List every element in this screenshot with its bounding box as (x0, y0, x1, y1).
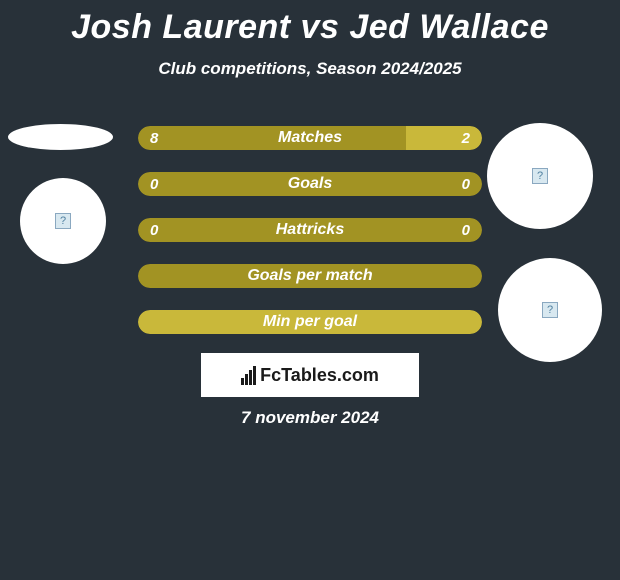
placeholder-icon: ? (542, 302, 558, 318)
fctables-logo: FcTables.com (201, 353, 419, 397)
stats-container: Matches82Goals00Hattricks00Goals per mat… (138, 126, 482, 356)
stat-value-left: 0 (150, 172, 158, 196)
decorative-ellipse (8, 124, 113, 150)
placeholder-icon: ? (55, 213, 71, 229)
stat-row: Hattricks0 0 (138, 218, 482, 242)
player-avatar-right-bottom: ? (498, 258, 602, 362)
stat-label: Matches (138, 126, 482, 150)
comparison-title: Josh Laurent vs Jed Wallace (0, 0, 620, 47)
comparison-subtitle: Club competitions, Season 2024/2025 (0, 59, 620, 79)
placeholder-icon: ? (532, 168, 548, 184)
stat-value-right: 0 (462, 172, 470, 196)
logo-text: FcTables.com (260, 365, 379, 386)
stat-value-left: 0 (150, 218, 158, 242)
stat-row: Goals per match (138, 264, 482, 288)
stat-value-left: 8 (150, 126, 158, 150)
player-avatar-left: ? (20, 178, 106, 264)
stat-row: Min per goal (138, 310, 482, 334)
stat-value-right: 2 (462, 126, 470, 150)
stat-label: Hattricks (138, 218, 482, 242)
player-avatar-right-top: ? (487, 123, 593, 229)
stat-label: Goals per match (138, 264, 482, 288)
date-text: 7 november 2024 (0, 408, 620, 428)
stat-label: Goals (138, 172, 482, 196)
stat-value-right: 0 (462, 218, 470, 242)
stat-row: Matches8 2 (138, 126, 482, 150)
logo-bars-icon (241, 366, 256, 385)
stat-label: Min per goal (138, 310, 482, 334)
stat-row: Goals0 0 (138, 172, 482, 196)
